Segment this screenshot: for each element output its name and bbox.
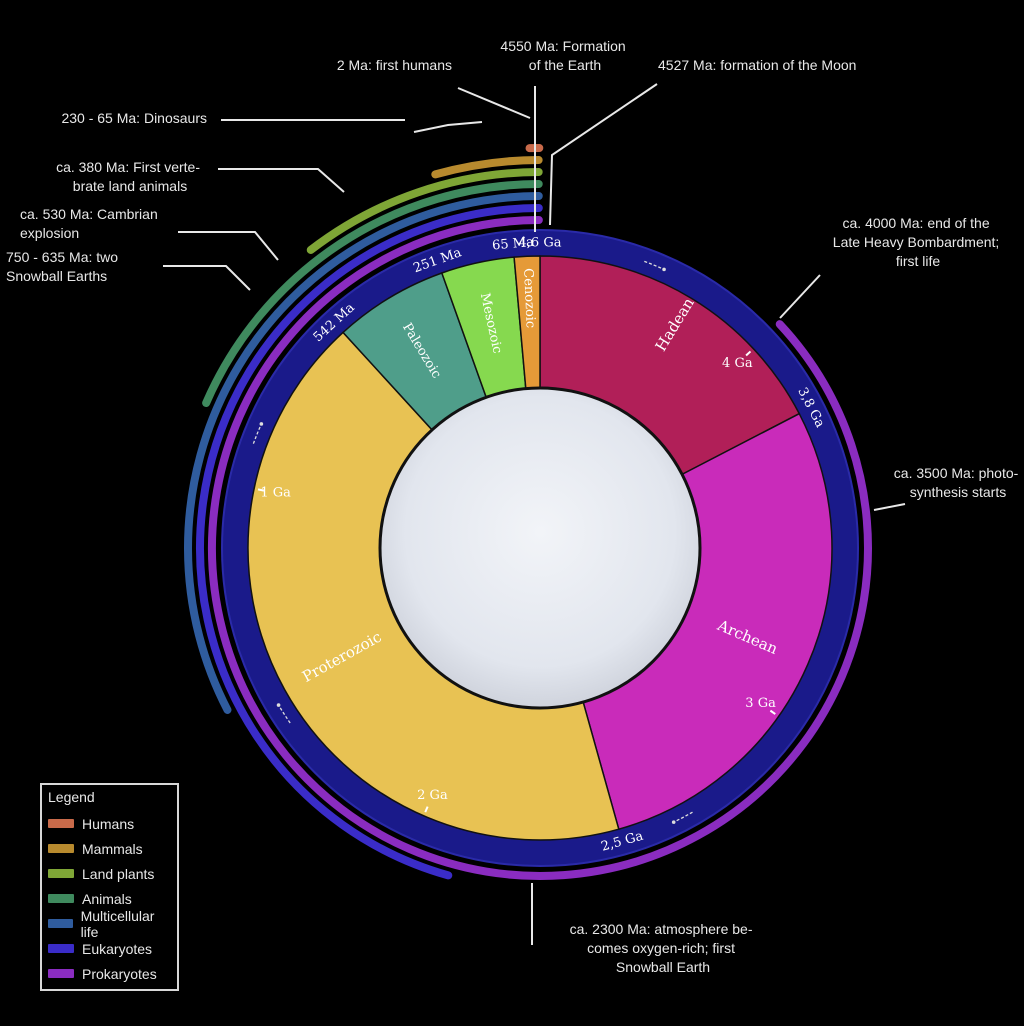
legend-swatch: [48, 844, 74, 853]
annotation-first-humans: 2 Ma: first humans: [337, 57, 452, 73]
legend-box: Legend Humans Mammals Land plants Animals Mu…: [40, 783, 179, 991]
life-arc-land-plants: [306, 168, 543, 254]
arrow-head-icon: [671, 820, 676, 824]
tick-mark: [424, 806, 429, 813]
legend-swatch: [48, 919, 73, 928]
annotation-snowball-earths: 750 - 635 Ma: two Snowball Earths: [6, 249, 122, 284]
legend-item: Mammals: [48, 836, 171, 861]
annotation-vertebrates: ca. 380 Ma: First verte- brate land anim…: [56, 159, 204, 194]
legend-label: Humans: [82, 815, 135, 832]
arrow-head-icon: [662, 267, 666, 272]
legend-label: Multicellular life: [80, 907, 155, 940]
legend-swatch: [48, 819, 74, 828]
tick-label: 65 Ma: [491, 235, 534, 254]
legend-item: Multicellular life: [48, 908, 171, 940]
tick-label: 1 Ga: [260, 486, 291, 501]
tick-label: 2 Ga: [417, 788, 448, 803]
tick-label: 4,6 Ga: [519, 236, 562, 251]
legend-item: Prokaryotes: [48, 961, 171, 986]
life-arc-multicellular-life: [184, 192, 543, 714]
legend-item: Animals: [48, 886, 171, 911]
direction-arrow-icon: [644, 260, 662, 269]
tick-mark: [257, 488, 265, 492]
annotation-earth-formation: 4550 Ma: Formation of the Earth: [500, 38, 629, 73]
legend-label: Prokaryotes: [82, 965, 157, 982]
arrow-head-icon: [276, 703, 281, 707]
legend-label: Eukaryotes: [82, 940, 153, 957]
annotation-late-heavy-bombardment: ca. 4000 Ma: end of the Late Heavy Bomba…: [833, 215, 1003, 269]
tick-label: 4 Ga: [722, 356, 753, 371]
life-arc-mammals: [431, 156, 543, 179]
center-disc: [378, 386, 702, 710]
tick-mark: [769, 709, 776, 715]
legend-label: Mammals: [82, 840, 143, 857]
direction-arrow-icon: [279, 707, 291, 724]
direction-arrows-group: [252, 260, 693, 824]
legend-swatch: [48, 894, 74, 903]
annotation-cambrian: ca. 530 Ma: Cambrian explosion: [20, 206, 162, 241]
annotation-oxygen-atmosphere: ca. 2300 Ma: atmosphere be- comes oxygen…: [570, 921, 757, 975]
annotation-photosynthesis: ca. 3500 Ma: photo- synthesis starts: [894, 465, 1022, 500]
annotation-leaders: [163, 83, 906, 945]
legend-label: Animals: [82, 890, 132, 907]
arrow-head-icon: [259, 422, 264, 426]
direction-arrow-icon: [252, 426, 261, 444]
life-arc-eukaryotes: [196, 204, 543, 880]
life-arc-animals: [202, 180, 543, 407]
direction-arrow-icon: [675, 811, 693, 822]
life-arc-prokaryotes: [208, 216, 872, 880]
legend-swatch: [48, 969, 74, 978]
life-arcs-group: [184, 144, 872, 880]
tick-label: 3 Ga: [745, 696, 776, 711]
legend-title: Legend: [48, 789, 95, 805]
legend-item: Eukaryotes: [48, 936, 171, 961]
annotation-dinosaurs: 230 - 65 Ma: Dinosaurs: [61, 110, 207, 126]
legend-label: Land plants: [82, 865, 155, 882]
annotation-moon-formation: 4527 Ma: formation of the Moon: [658, 57, 856, 73]
legend-swatch: [48, 944, 74, 953]
legend-swatch: [48, 869, 74, 878]
era-label-cenozoic: Cenozoic: [520, 268, 538, 329]
legend-item: Humans: [48, 811, 171, 836]
tick-mark: [745, 350, 752, 357]
legend-item: Land plants: [48, 861, 171, 886]
